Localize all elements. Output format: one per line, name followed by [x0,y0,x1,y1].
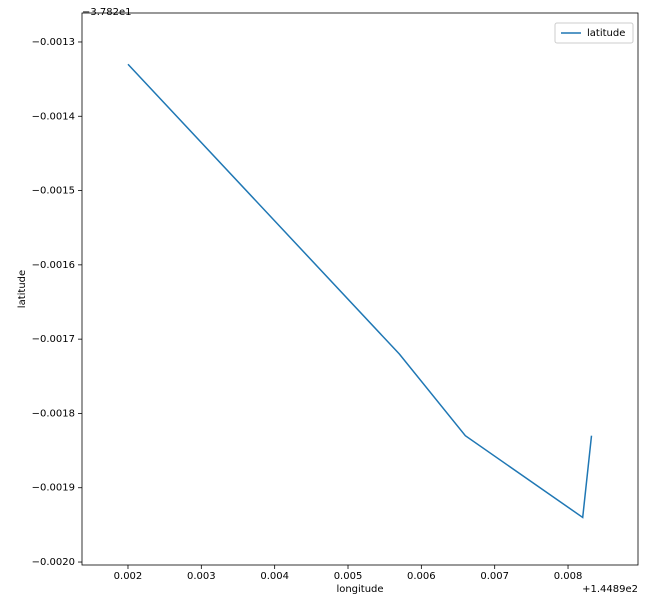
y-tick-label: −0.0013 [32,37,75,48]
data-line [127,63,593,519]
x-tick-label: 0.005 [334,571,363,582]
x-tick-label: 0.004 [260,571,289,582]
y-axis-label: latitude [17,270,28,308]
y-tick-label: −0.0015 [32,186,75,197]
legend-box [554,22,634,44]
legend-label: latitude [587,28,625,39]
plot-frame [81,12,639,566]
y-offset-label: −3.782e1 [82,7,132,18]
x-tick-label: 0.008 [554,571,583,582]
x-tick-label: 0.002 [114,571,143,582]
x-tick-label: 0.007 [480,571,509,582]
y-tick-label: −0.0016 [32,260,75,271]
y-tick-label: −0.0014 [32,111,75,122]
x-tick-label: 0.006 [407,571,436,582]
x-tick-label: 0.003 [187,571,216,582]
y-tick-label: −0.0020 [32,557,75,568]
y-tick-label: −0.0018 [32,408,75,419]
x-axis-label: longitude [336,584,383,595]
y-tick-label: −0.0017 [32,334,75,345]
x-offset-label: +1.4489e2 [582,584,638,595]
y-tick-label: −0.0019 [32,483,75,494]
